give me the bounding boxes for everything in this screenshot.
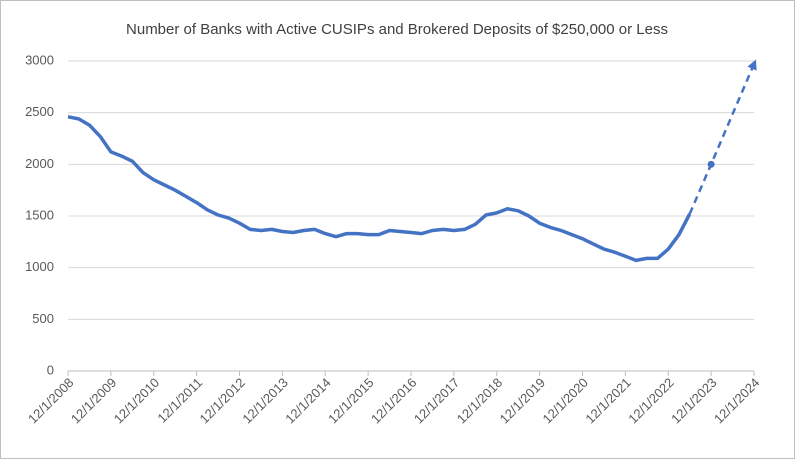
series-line [67, 115, 692, 263]
y-tick-label: 2500 [25, 104, 54, 119]
y-tick-label: 0 [47, 362, 54, 377]
point-marker [707, 160, 715, 168]
y-tick-label: 1000 [25, 259, 54, 274]
y-tick-label: 3000 [25, 52, 54, 67]
y-tick-label: 1500 [25, 207, 54, 222]
chart-title: Number of Banks with Active CUSIPs and B… [126, 21, 668, 38]
y-tick-label: 500 [32, 311, 54, 326]
y-tick-label: 2000 [25, 156, 54, 171]
